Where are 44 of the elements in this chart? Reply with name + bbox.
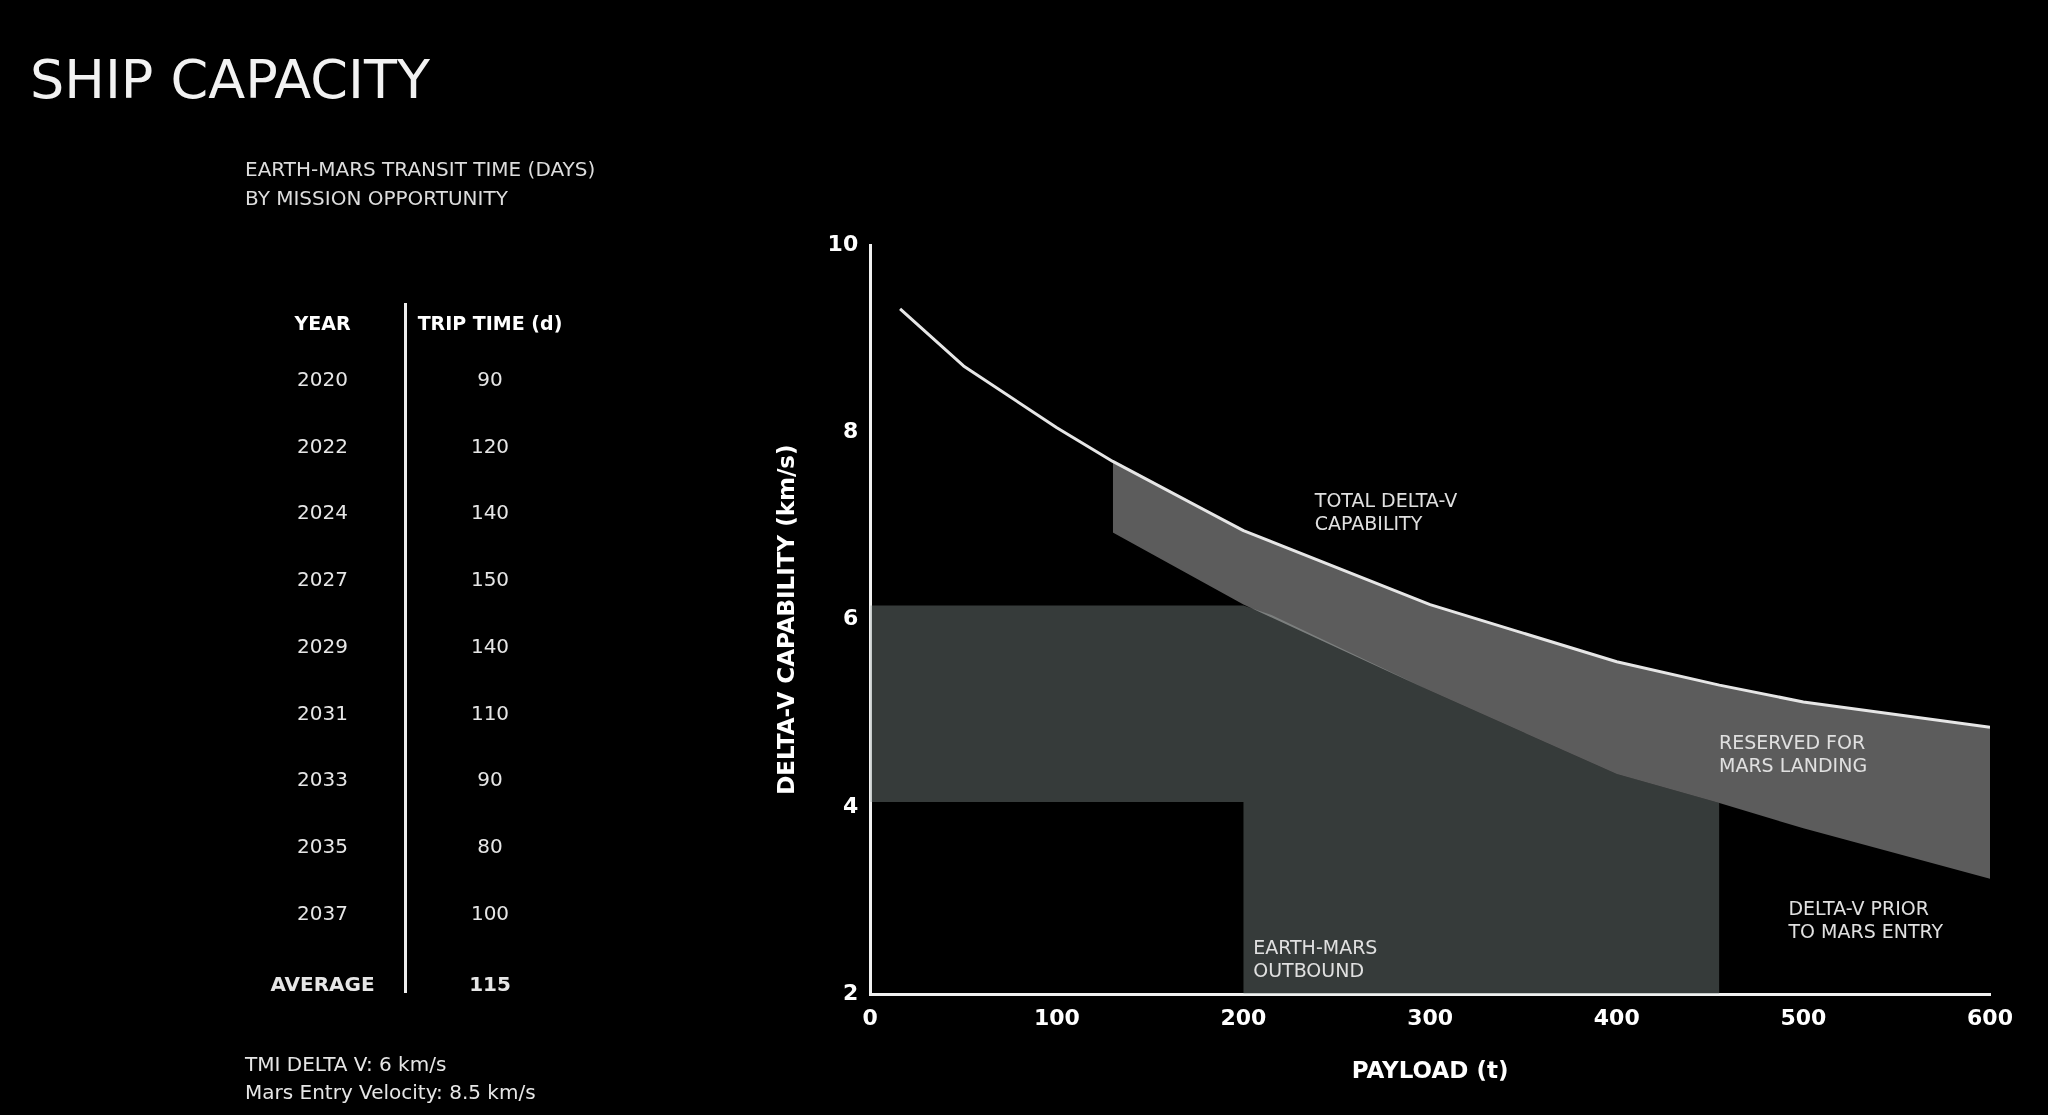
y-tick-label: 10 — [827, 230, 859, 256]
data-label: 100 — [469, 900, 511, 925]
y-tick-label: 2020 — [296, 367, 349, 391]
y-tick-label: 2029 — [296, 633, 349, 658]
y-tick-label: 6 — [842, 605, 859, 631]
x-tick-label: 500 — [1780, 1004, 1827, 1030]
data-label: 150 — [469, 567, 511, 592]
data-label: 80 — [476, 833, 504, 858]
x-axis-title: PAYLOAD (t) — [1351, 1057, 1509, 1084]
x-tick-label: TRIP TIME (d) — [416, 312, 564, 334]
y-tick-label: 2037 — [296, 900, 349, 925]
y-tick-label: 2027 — [296, 567, 349, 592]
data-label: 90 — [476, 767, 504, 792]
x-tick-label: 0 — [862, 1004, 878, 1030]
y-tick-label: 8 — [842, 418, 859, 444]
chart-title: SHIP CAPACITY — [30, 48, 430, 111]
annotation: EARTH-MARS OUTBOUND — [1253, 935, 1378, 981]
data-label: 140 — [469, 633, 511, 658]
x-tick-label: 200 — [1220, 1004, 1267, 1030]
x-tick-label: 300 — [1407, 1004, 1454, 1030]
data-label: 110 — [469, 700, 511, 725]
y-tick-label: 2035 — [296, 833, 349, 858]
text: Mars Entry Velocity: 8.5 km/s — [245, 1080, 536, 1104]
y-tick-label: 2 — [842, 979, 859, 1005]
text: TMI DELTA V: 6 km/s — [245, 1052, 447, 1076]
annotation: TOTAL DELTA-V CAPABILITY — [1313, 488, 1458, 534]
y-tick-label: 2033 — [296, 767, 349, 792]
y-tick-label: 2031 — [296, 700, 349, 725]
y-axis-title: DELTA-V CAPABILITY (km/s) — [772, 444, 799, 795]
annotation: RESERVED FOR MARS LANDING — [1719, 731, 1868, 777]
y-tick-label: 2024 — [296, 500, 349, 525]
data-label: 115 — [468, 972, 512, 996]
data-label: 90 — [476, 367, 504, 391]
y-axis-title: YEAR — [293, 312, 352, 334]
y-tick-label: AVERAGE — [269, 972, 376, 996]
x-tick-label: 600 — [1967, 1004, 2013, 1030]
data-label: 120 — [469, 433, 511, 458]
annotation: DELTA-V PRIOR TO MARS ENTRY — [1787, 896, 1944, 942]
y-tick-label: 4 — [842, 792, 859, 818]
x-tick-label: 400 — [1593, 1004, 1640, 1030]
data-label: 140 — [469, 500, 511, 525]
y-tick-label: 2022 — [296, 433, 349, 458]
chart-subtitle: EARTH-MARS TRANSIT TIME (DAYS) BY MISSION OPPORTUNITY — [245, 156, 596, 212]
x-tick-label: 100 — [1033, 1004, 1080, 1030]
